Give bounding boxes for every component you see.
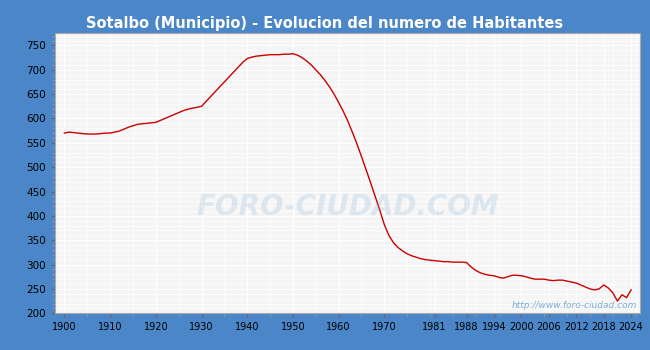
Text: http://www.foro-ciudad.com: http://www.foro-ciudad.com [512,301,637,310]
Text: Sotalbo (Municipio) - Evolucion del numero de Habitantes: Sotalbo (Municipio) - Evolucion del nume… [86,16,564,31]
Text: FORO-CIUDAD.COM: FORO-CIUDAD.COM [196,193,499,221]
